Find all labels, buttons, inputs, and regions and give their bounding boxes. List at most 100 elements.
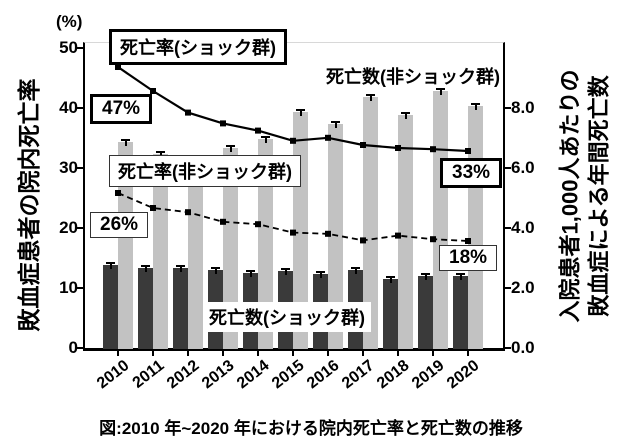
error-bar-deaths-shock-2019	[421, 272, 430, 280]
left-tick-30: 30	[59, 158, 78, 177]
right-tick-2.0: 2.0	[511, 278, 535, 297]
line-rate-nonshock-marker-2016	[325, 230, 331, 237]
left-tickmark-10	[77, 287, 83, 289]
line-rate-shock-marker-2011	[150, 88, 156, 94]
left-tick-10: 10	[59, 278, 78, 297]
line-rate-nonshock-marker-2015	[290, 229, 296, 236]
left-axis-title: 敗血症患者の院内死亡率	[16, 78, 42, 332]
x-tickmark-2019	[432, 351, 434, 356]
bar-deaths-nonshock-2014	[258, 139, 273, 349]
error-bar-deaths-nonshock-2011	[156, 151, 165, 158]
right-axis-title: 入院患者1,000人あたりの 敗血症による年間死亡数	[556, 31, 613, 361]
x-tickmark-2020	[467, 351, 469, 356]
bar-deaths-nonshock-2011	[153, 154, 168, 349]
line-rate-shock-marker-2020	[465, 148, 471, 154]
line-rate-shock-marker-2018	[395, 145, 401, 151]
bar-deaths-nonshock-2016	[328, 124, 343, 349]
error-bar-deaths-nonshock-2020	[471, 103, 480, 110]
x-tickmark-2011	[152, 351, 154, 356]
line-rate-nonshock-marker-2020	[465, 238, 471, 244]
left-tick-0: 0	[68, 338, 78, 357]
error-bar-deaths-nonshock-2014	[261, 136, 270, 143]
annotation-33-percent: 33%	[440, 158, 503, 188]
x-tickmark-2012	[187, 351, 189, 356]
left-tick-50: 50	[59, 38, 78, 57]
left-axis-unit: (%)	[56, 12, 83, 31]
legend-rate-shock: 死亡率(ショック群)	[109, 29, 287, 65]
error-bar-deaths-nonshock-2018	[401, 112, 410, 119]
line-rate-shock-marker-2014	[255, 127, 261, 134]
figure-caption: 図:2010 年~2020 年における院内死亡率と死亡数の推移	[99, 419, 523, 438]
right-tick-8.0: 8.0	[511, 98, 535, 117]
right-tickmark-2.0	[505, 287, 511, 289]
line-rate-nonshock-marker-2014	[255, 221, 261, 228]
left-tickmark-30	[77, 167, 83, 169]
bar-deaths-nonshock-2019	[433, 91, 448, 349]
bar-deaths-shock-2020	[453, 275, 468, 349]
error-bar-deaths-shock-2020	[456, 272, 465, 280]
line-rate-nonshock-marker-2012	[185, 209, 191, 216]
line-rate-shock-marker-2013	[220, 120, 226, 127]
right-tick-4.0: 4.0	[511, 218, 535, 237]
x-tickmark-2015	[292, 351, 294, 356]
right-tickmark-6.0	[505, 167, 511, 169]
error-bar-deaths-shock-2013	[211, 266, 220, 274]
line-rate-nonshock-marker-2019	[430, 236, 436, 243]
bar-deaths-shock-2010	[103, 265, 118, 349]
right-axis-title-line2: 敗血症による年間死亡数	[586, 75, 611, 317]
legend-deaths-nonshock: 死亡数(非ショック群)	[326, 67, 500, 87]
bar-deaths-nonshock-2013	[223, 148, 238, 349]
right-tick-6.0: 6.0	[511, 158, 535, 177]
left-tick-40: 40	[59, 98, 78, 117]
line-rate-shock-marker-2012	[185, 109, 191, 116]
error-bar-deaths-shock-2015	[281, 268, 290, 275]
line-rate-nonshock-marker-2018	[395, 232, 401, 239]
bar-deaths-nonshock-2018	[398, 115, 413, 349]
error-bar-deaths-shock-2018	[386, 275, 395, 283]
right-tick-0.0: 0.0	[511, 338, 535, 357]
right-tickmark-4.0	[505, 227, 511, 229]
line-rate-shock-marker-2019	[430, 146, 436, 153]
bar-deaths-shock-2011	[138, 268, 153, 349]
left-tick-20: 20	[59, 218, 78, 237]
error-bar-deaths-shock-2017	[351, 266, 360, 274]
x-tickmark-2013	[222, 351, 224, 356]
line-rate-shock-marker-2010	[115, 64, 121, 70]
error-bar-deaths-shock-2016	[316, 271, 325, 278]
error-bar-deaths-nonshock-2016	[331, 121, 340, 128]
bar-deaths-shock-2019	[418, 275, 433, 349]
line-rate-nonshock-marker-2013	[220, 218, 226, 225]
annotation-47-percent: 47%	[90, 94, 153, 124]
left-tickmark-20	[77, 227, 83, 229]
legend-rate-nonshock: 死亡率(非ショック群)	[109, 155, 301, 187]
error-bar-deaths-nonshock-2010	[121, 139, 130, 146]
error-bar-deaths-shock-2014	[246, 269, 255, 277]
line-series-layer	[115, 64, 471, 244]
line-rate-nonshock-marker-2010	[115, 190, 121, 196]
x-tickmark-2010	[117, 351, 119, 356]
annotation-26-percent: 26%	[90, 212, 149, 238]
bar-deaths-nonshock-2017	[363, 97, 378, 349]
left-tickmark-0	[77, 347, 83, 349]
bar-deaths-shock-2018	[383, 278, 398, 349]
right-axis-title-line1: 入院患者1,000人あたりの	[557, 69, 583, 323]
error-bar-deaths-nonshock-2019	[436, 88, 445, 95]
x-tickmark-2018	[397, 351, 399, 356]
line-rate-nonshock-marker-2017	[360, 237, 366, 244]
error-bar-deaths-nonshock-2013	[226, 145, 235, 152]
error-bar-deaths-nonshock-2017	[366, 94, 375, 101]
legend-deaths-shock: 死亡数(ショック群)	[203, 302, 371, 332]
error-bar-deaths-shock-2010	[106, 262, 115, 269]
right-tickmark-0.0	[505, 347, 511, 349]
line-rate-shock-marker-2017	[360, 142, 366, 148]
line-rate-shock-marker-2015	[290, 137, 296, 144]
x-tickmark-2016	[327, 351, 329, 356]
error-bar-deaths-nonshock-2015	[296, 109, 305, 116]
line-rate-nonshock-marker-2011	[150, 205, 156, 211]
line-rate-shock-marker-2016	[325, 134, 331, 141]
x-tickmark-2014	[257, 351, 259, 356]
bar-deaths-shock-2012	[173, 268, 188, 349]
error-bar-deaths-shock-2012	[176, 265, 185, 272]
bar-deaths-nonshock-2012	[188, 160, 203, 349]
